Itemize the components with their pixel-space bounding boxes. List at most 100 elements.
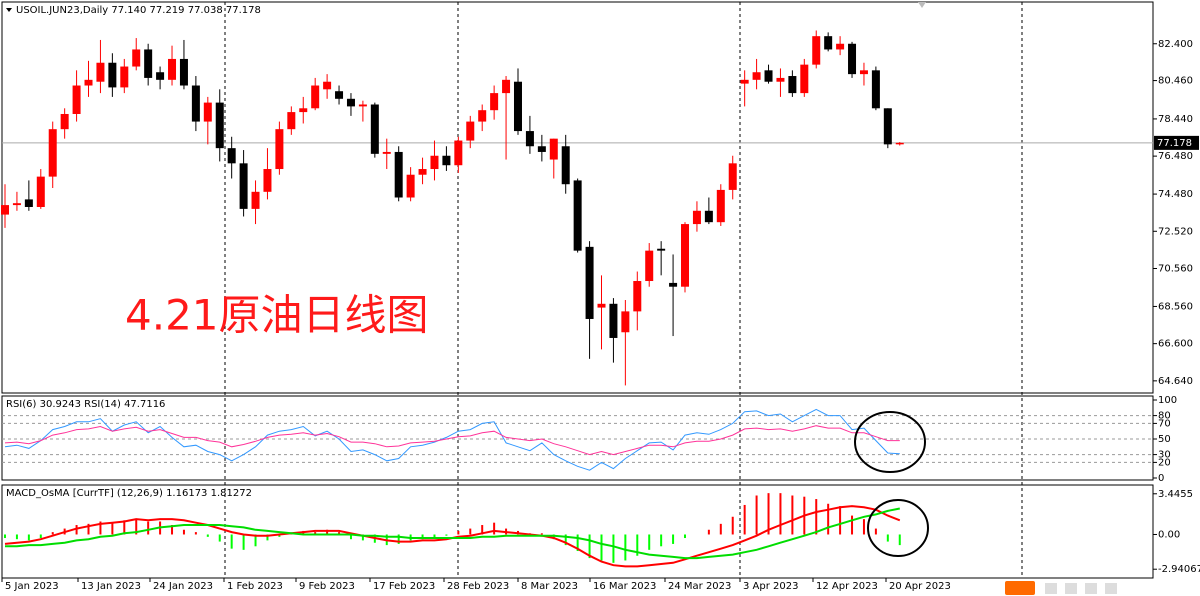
y-tick-label: 68.560 [1158, 301, 1193, 312]
candle-body [227, 148, 236, 164]
candle-body [430, 155, 439, 170]
y-tick-label: 76.480 [1158, 151, 1193, 162]
x-tick-label: 9 Feb 2023 [299, 581, 355, 592]
annotation: 4.21原油日线图 [125, 291, 429, 340]
candle-body [156, 72, 165, 80]
candle-body [275, 129, 284, 170]
candle-body [740, 79, 749, 84]
candle-body [704, 210, 713, 223]
symbol-header: USOIL.JUN23,Daily 77.140 77.219 77.038 7… [16, 5, 261, 16]
candle-body [669, 282, 678, 287]
last-price-label: 77.178 [1157, 138, 1192, 149]
candle-body [681, 224, 690, 287]
candle-body [24, 199, 33, 207]
y-tick-label: 100 [1158, 395, 1177, 406]
candle-body [716, 189, 725, 223]
x-tick-label: 8 Mar 2023 [521, 581, 578, 592]
rsi-line [4, 425, 900, 456]
candle-body [132, 49, 141, 67]
candle-body [251, 191, 260, 209]
candle-body [263, 169, 272, 192]
candle-body [788, 76, 797, 94]
y-tick-label: 30 [1158, 450, 1171, 461]
tray-icon[interactable] [1105, 583, 1117, 594]
candle-body [346, 98, 355, 107]
tray-icon[interactable] [1085, 583, 1097, 594]
candle-body [48, 129, 57, 177]
header-arrow [6, 8, 12, 12]
candle-body [848, 43, 857, 75]
tray-icon[interactable] [1045, 583, 1057, 594]
candle-body [60, 113, 69, 130]
x-tick-label: 1 Feb 2023 [227, 581, 283, 592]
price-panel [1, 1, 1154, 394]
candle-body [370, 104, 379, 154]
candle-body [12, 203, 21, 206]
x-tick-label: 17 Feb 2023 [373, 581, 435, 592]
candle-body [1, 205, 9, 215]
x-tick-label: 3 Apr 2023 [743, 581, 798, 592]
rsi-title: RSI(6) 30.9243 RSI(14) 47.7116 [6, 399, 165, 410]
candle-body [812, 36, 821, 65]
tray-icon[interactable] [1065, 583, 1077, 594]
candle-body [239, 163, 248, 209]
highlight-circle [867, 499, 929, 557]
shift-marker [918, 2, 926, 8]
candle-body [96, 62, 105, 82]
candle-body [561, 146, 570, 185]
candle-body [203, 102, 212, 122]
candle-body [382, 151, 391, 154]
y-tick-label: 64.640 [1158, 376, 1193, 387]
candle-body [454, 140, 463, 166]
y-tick-label: 72.520 [1158, 226, 1193, 237]
candle-body [490, 93, 499, 111]
candle-body [621, 311, 630, 333]
candle-body [633, 281, 642, 312]
candle-body [466, 121, 475, 141]
candle-body [776, 77, 785, 82]
y-tick-label: 82.400 [1158, 39, 1193, 50]
x-tick-label: 13 Jan 2023 [81, 581, 141, 592]
highlight-circle [854, 411, 926, 473]
candle-body [525, 131, 534, 147]
candle-body [883, 108, 892, 145]
candle-body [573, 180, 582, 251]
candle-body [358, 104, 367, 107]
x-tick-label: 28 Feb 2023 [447, 581, 509, 592]
candle-body [752, 72, 761, 80]
candle-body [549, 138, 558, 160]
candle-body [179, 58, 188, 86]
candle-body [311, 85, 320, 109]
macd-title: MACD_OsMA [CurrTF] (12,26,9) 1.16173 1.8… [6, 488, 252, 499]
candle-body [728, 163, 737, 190]
x-tick-label: 16 Mar 2023 [593, 581, 656, 592]
candle-body [418, 169, 427, 175]
candle-body [513, 81, 522, 132]
last-price-box [1154, 135, 1199, 150]
candle-body [394, 151, 403, 198]
y-tick-label: 80.460 [1158, 76, 1193, 87]
candle-body [859, 70, 868, 75]
candle-body [502, 79, 511, 94]
candle-body [299, 108, 308, 113]
candle-body [800, 64, 809, 94]
x-tick-label: 24 Jan 2023 [153, 581, 213, 592]
candle-body [120, 66, 129, 88]
candle-body [537, 146, 546, 152]
candle-body [191, 85, 200, 122]
y-tick-label: 66.600 [1158, 339, 1193, 350]
candle-body [645, 250, 654, 282]
tray-icon[interactable] [1005, 581, 1035, 595]
candle-body [478, 110, 487, 122]
candle-body [764, 70, 773, 82]
rsi-line [4, 408, 900, 471]
candle-body [84, 79, 93, 86]
candle-body [895, 142, 904, 145]
y-tick-label: 78.440 [1158, 114, 1193, 125]
candle-body [585, 246, 594, 319]
rsi-panel [1, 395, 1154, 481]
candle-body [824, 36, 833, 50]
macd-panel [1, 484, 1154, 579]
y-tick-label: 0.00 [1158, 529, 1180, 540]
